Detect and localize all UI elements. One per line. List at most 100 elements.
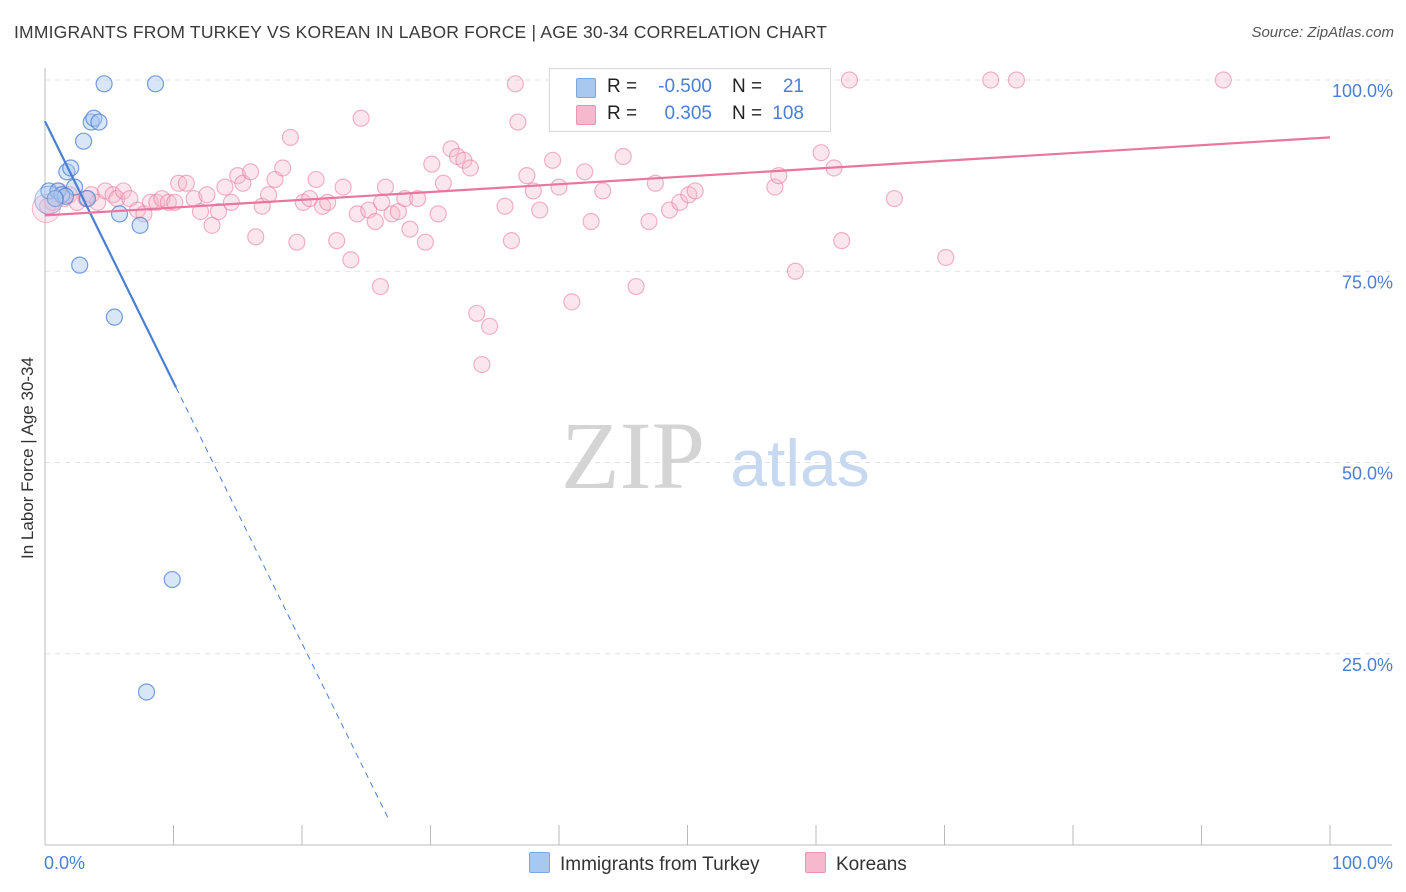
data-point-koreans xyxy=(191,202,210,221)
legend-swatch-koreans xyxy=(576,105,596,125)
data-point-koreans xyxy=(840,71,859,89)
trend-line-turkey-extrapolated xyxy=(175,387,390,822)
data-point-turkey xyxy=(146,75,165,93)
data-point-koreans xyxy=(334,178,352,196)
data-point-turkey xyxy=(137,683,156,701)
data-point-koreans xyxy=(812,144,830,162)
data-point-turkey xyxy=(105,308,123,326)
data-point-koreans xyxy=(366,212,384,231)
legend-r-label: R = xyxy=(607,103,638,124)
legend-swatch-turkey xyxy=(576,78,596,98)
y-axis-label: In Labor Force | Age 30-34 xyxy=(18,357,37,559)
data-point-koreans xyxy=(401,220,419,238)
data-point-koreans xyxy=(614,147,632,166)
legend-r-label: R = xyxy=(607,76,638,97)
tick-labels: 25.0% 50.0% 75.0% 100.0% 0.0% 100.0% xyxy=(44,81,1393,873)
data-point-koreans xyxy=(1214,71,1232,89)
data-point-koreans xyxy=(216,178,234,196)
data-point-koreans xyxy=(786,262,805,280)
data-point-koreans xyxy=(833,232,851,250)
data-point-koreans xyxy=(259,186,278,204)
trend-line-turkey xyxy=(44,120,178,389)
stats-legend: R = -0.500 N = 21 R = 0.305 N = 108 xyxy=(549,68,831,132)
data-point-koreans xyxy=(1007,71,1026,89)
watermark-zip: ZIP xyxy=(561,402,705,509)
data-point-koreans xyxy=(416,233,434,251)
data-point-turkey xyxy=(71,256,89,274)
data-point-koreans xyxy=(423,155,441,173)
data-point-koreans xyxy=(496,197,514,215)
data-point-turkey xyxy=(163,570,181,589)
data-point-koreans xyxy=(209,202,228,221)
x-tick-label: 100.0% xyxy=(1332,853,1393,873)
data-point-turkey xyxy=(90,113,108,131)
y-tick-label: 50.0% xyxy=(1342,464,1393,484)
data-point-koreans xyxy=(468,304,486,322)
legend-n-value: 108 xyxy=(772,103,804,124)
data-point-turkey xyxy=(95,75,113,93)
data-point-koreans xyxy=(307,170,325,189)
data-point-koreans xyxy=(288,233,306,251)
bottom-legend-label-koreans: Koreans xyxy=(836,854,907,875)
data-point-koreans xyxy=(509,113,527,131)
data-point-koreans xyxy=(473,355,491,374)
data-point-koreans xyxy=(576,163,594,181)
data-point-koreans xyxy=(352,109,370,127)
data-point-koreans xyxy=(177,174,195,192)
bottom-legend-swatch-turkey xyxy=(529,852,550,873)
data-point-koreans xyxy=(627,277,645,296)
data-point-koreans xyxy=(550,178,568,196)
bottom-legend-label-turkey: Immigrants from Turkey xyxy=(560,854,760,875)
data-point-turkey xyxy=(110,205,129,223)
y-tick-label: 100.0% xyxy=(1332,81,1393,101)
data-point-koreans xyxy=(159,193,177,211)
data-point-koreans xyxy=(506,75,524,93)
legend-n-label: N = xyxy=(732,76,763,97)
data-point-koreans xyxy=(885,189,903,208)
data-point-koreans xyxy=(594,182,612,200)
data-point-koreans xyxy=(371,277,389,296)
data-point-koreans xyxy=(376,178,395,196)
data-point-koreans xyxy=(222,193,240,211)
series-turkey-points xyxy=(34,75,181,701)
y-tick-label: 75.0% xyxy=(1342,272,1393,292)
data-point-turkey-cluster xyxy=(34,185,64,215)
legend-row-turkey: R = -0.500 N = 21 xyxy=(550,74,830,100)
data-point-turkey xyxy=(74,132,93,150)
gridlines xyxy=(45,79,1392,655)
trend-lines xyxy=(44,120,1331,822)
chart-title: IMMIGRANTS FROM TURKEY VS KOREAN IN LABO… xyxy=(14,22,828,42)
data-point-koreans xyxy=(937,248,955,267)
data-point-koreans xyxy=(429,205,447,223)
data-point-turkey xyxy=(46,189,64,208)
source-label: Source: ZipAtlas.com xyxy=(1251,24,1394,41)
data-point-koreans xyxy=(328,232,346,250)
data-point-koreans xyxy=(434,174,452,192)
data-point-koreans xyxy=(247,228,265,246)
data-point-koreans xyxy=(198,186,216,204)
data-point-turkey xyxy=(131,216,149,234)
data-point-koreans xyxy=(582,212,600,231)
legend-n-label: N = xyxy=(732,103,763,124)
data-point-koreans xyxy=(461,159,479,177)
bottom-legend-turkey: Immigrants from Turkey xyxy=(529,852,760,876)
data-point-koreans xyxy=(373,193,391,211)
trend-line-koreans xyxy=(44,136,1331,217)
data-point-koreans xyxy=(563,293,581,311)
data-point-turkey xyxy=(56,187,75,205)
data-point-koreans xyxy=(502,232,521,250)
bottom-legend-koreans: Koreans xyxy=(805,852,907,876)
data-point-koreans xyxy=(281,128,300,146)
x-tick-label: 0.0% xyxy=(44,853,85,873)
data-point-koreans xyxy=(274,159,292,177)
data-point-koreans xyxy=(481,317,499,335)
data-point-turkey xyxy=(78,189,97,208)
legend-r-value: 0.305 xyxy=(664,103,712,124)
data-point-koreans xyxy=(409,189,427,208)
axes xyxy=(44,68,1392,846)
legend-row-koreans: R = 0.305 N = 108 xyxy=(550,101,830,127)
data-point-koreans xyxy=(342,251,360,269)
legend-n-value: 21 xyxy=(782,76,804,97)
watermark: ZIP atlas xyxy=(561,402,870,509)
